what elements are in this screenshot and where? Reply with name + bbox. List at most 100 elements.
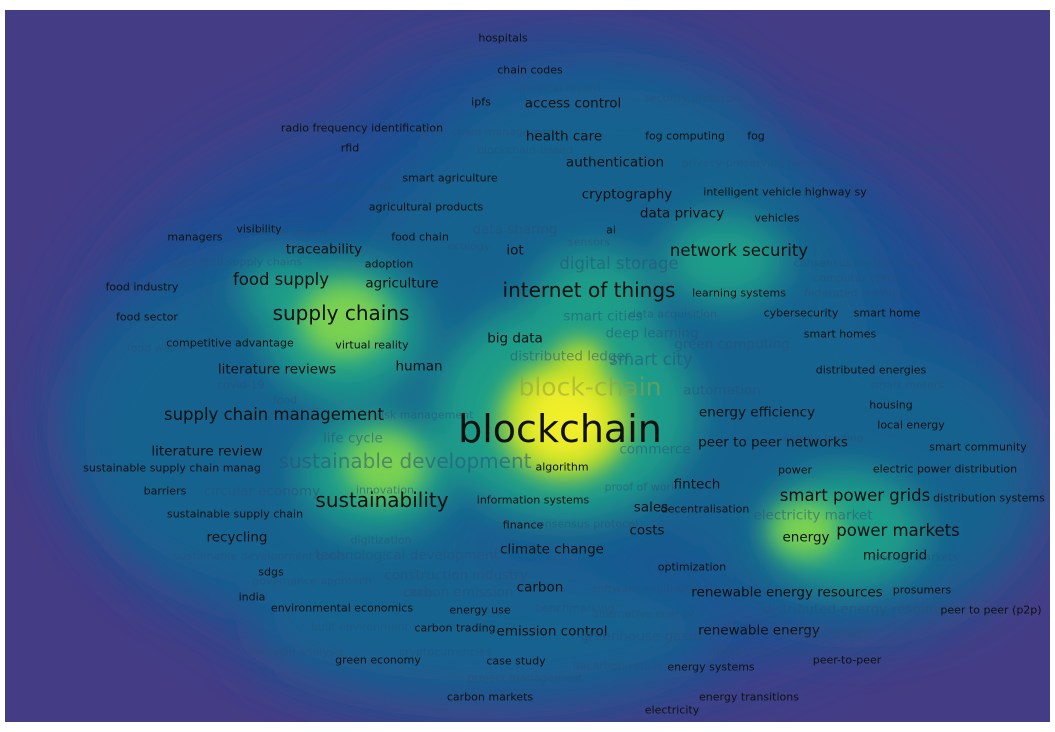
keyword-literature-review[interactable]: literature review bbox=[151, 443, 263, 460]
keyword-peer-to-peer-networks[interactable]: peer to peer networks bbox=[698, 434, 848, 451]
keyword-computer-crime[interactable]: computer crime bbox=[813, 271, 901, 285]
keyword-cities[interactable]: cities bbox=[403, 586, 433, 600]
keyword-housing[interactable]: housing bbox=[869, 398, 913, 412]
keyword-visibility[interactable]: visibility bbox=[236, 222, 282, 236]
keyword-fintech[interactable]: fintech bbox=[673, 476, 721, 493]
keyword-traceability-systems[interactable]: traceability systems bbox=[280, 180, 392, 194]
keyword-distribution-systems[interactable]: distribution systems bbox=[933, 491, 1045, 505]
keyword-supply-chain-management[interactable]: supply chain management bbox=[163, 404, 385, 424]
keyword-authentication[interactable]: authentication bbox=[565, 154, 665, 171]
keyword-carbon[interactable]: carbon bbox=[516, 579, 564, 596]
keyword-innovation[interactable]: innovation bbox=[355, 483, 415, 497]
keyword-information-systems[interactable]: information systems bbox=[476, 493, 590, 507]
keyword-decentralisation[interactable]: decentralisation bbox=[660, 502, 750, 516]
keyword-digital-storage[interactable]: digital storage bbox=[559, 253, 679, 273]
keyword-peer-to-peer-p2p[interactable]: peer to peer (p2p) bbox=[940, 603, 1042, 617]
keyword-algorithm[interactable]: algorithm bbox=[535, 460, 589, 474]
keyword-local-energy[interactable]: local energy bbox=[877, 418, 945, 432]
keyword-prosumers[interactable]: prosumers bbox=[892, 583, 952, 597]
keyword-sustainable-supply-chain-manag[interactable]: sustainable supply chain manag bbox=[83, 461, 261, 475]
keyword-literature-reviews[interactable]: literature reviews bbox=[217, 361, 337, 378]
keyword-food-chain[interactable]: food chain bbox=[391, 230, 449, 244]
keyword-data-sharing[interactable]: data sharing bbox=[472, 221, 558, 238]
keyword-radio-frequency-identification[interactable]: radio frequency identification bbox=[280, 121, 444, 135]
keyword-alternative-energy[interactable]: alternative energy bbox=[592, 607, 694, 621]
keyword-life-cycle-analysis[interactable]: life cycle analysis bbox=[246, 645, 344, 659]
keyword-cryptography[interactable]: cryptography bbox=[581, 186, 673, 203]
keyword-green-computing[interactable]: green computing bbox=[674, 336, 790, 353]
keyword-renewable-energy-resources[interactable]: renewable energy resources bbox=[691, 584, 883, 601]
keyword-governance-approach[interactable]: governance approach bbox=[252, 574, 372, 588]
keyword-carbon-emission[interactable]: carbon emission bbox=[402, 584, 514, 601]
keyword-data-acquisition[interactable]: data acquisition bbox=[629, 307, 717, 321]
keyword-project-management[interactable]: project management bbox=[467, 671, 583, 685]
keyword-sustainable-supply-chain[interactable]: sustainable supply chain bbox=[166, 507, 304, 521]
keyword-big-data[interactable]: big data bbox=[487, 330, 543, 347]
keyword-food-supply[interactable]: food supply bbox=[232, 269, 330, 289]
keyword-microgrid[interactable]: microgrid bbox=[862, 547, 928, 564]
keyword-rfid[interactable]: rfid bbox=[340, 141, 360, 155]
keyword-commerce[interactable]: commerce bbox=[619, 441, 691, 458]
keyword-barriers[interactable]: barriers bbox=[143, 484, 187, 498]
keyword-electric-power-distribution[interactable]: electric power distribution bbox=[872, 462, 1018, 476]
keyword-sales[interactable]: sales bbox=[633, 499, 669, 516]
keyword-food-industry[interactable]: food industry bbox=[105, 280, 179, 294]
keyword-smart-home[interactable]: smart home bbox=[853, 306, 921, 320]
keyword-consensus-protocol[interactable]: consensus protocol bbox=[531, 517, 639, 531]
keyword-peer-to-peer[interactable]: peer-to-peer bbox=[812, 653, 882, 667]
keyword-supply-chain-management[interactable]: supply chain management bbox=[411, 125, 559, 139]
keyword-energy[interactable]: energy bbox=[782, 529, 830, 546]
keyword-energy-trading[interactable]: energy trading bbox=[782, 431, 864, 445]
keyword-distributed-energies[interactable]: distributed energies bbox=[815, 363, 927, 377]
keyword-block-chain[interactable]: block-chain bbox=[518, 372, 662, 402]
keyword-software-engineering[interactable]: software engineering bbox=[591, 582, 709, 596]
keyword-sustainable-development-goals[interactable]: sustainable development goals bbox=[174, 549, 346, 563]
keyword-recycling[interactable]: recycling bbox=[206, 529, 268, 546]
keyword-supply-chains[interactable]: supply chains bbox=[272, 301, 410, 325]
keyword-climate-change[interactable]: climate change bbox=[500, 541, 604, 558]
keyword-case-study[interactable]: case study bbox=[486, 654, 546, 668]
keyword-smart-agriculture[interactable]: smart agriculture bbox=[402, 171, 498, 185]
keyword-green-economy[interactable]: green economy bbox=[335, 653, 421, 667]
keyword-hospitals[interactable]: hospitals bbox=[478, 31, 528, 45]
keyword-sustainability[interactable]: sustainability bbox=[315, 488, 449, 512]
keyword-adoption[interactable]: adoption bbox=[364, 257, 414, 271]
keyword-finance[interactable]: finance bbox=[502, 518, 544, 532]
keyword-deep-learning[interactable]: deep learning bbox=[605, 325, 699, 342]
keyword-vehicles[interactable]: vehicles bbox=[754, 211, 800, 225]
keyword-iot[interactable]: iot bbox=[506, 242, 524, 259]
keyword-automation[interactable]: automation bbox=[683, 382, 761, 399]
keyword-data-privacy[interactable]: data privacy bbox=[639, 205, 725, 222]
keyword-intelligent-vehicle-highway-sy[interactable]: intelligent vehicle highway sy bbox=[703, 185, 867, 199]
keyword-fog[interactable]: fog bbox=[747, 129, 765, 143]
keyword-proof-of-work[interactable]: proof of work bbox=[604, 480, 678, 494]
keyword-carbon-trading[interactable]: carbon trading bbox=[414, 621, 496, 635]
keyword-agriculture[interactable]: agriculture bbox=[365, 275, 439, 292]
keyword-india[interactable]: india bbox=[238, 590, 266, 604]
keyword-power-markets[interactable]: power markets bbox=[836, 520, 960, 540]
keyword-agricultural-products[interactable]: agricultural products bbox=[368, 200, 484, 214]
keyword-greenhouse-gases[interactable]: greenhouse gases bbox=[580, 628, 704, 645]
keyword-traceability[interactable]: traceability bbox=[285, 241, 363, 258]
keyword-blockchain[interactable]: blockchain bbox=[458, 407, 662, 451]
keyword-learning-systems[interactable]: learning systems bbox=[692, 286, 786, 300]
keyword-optimization[interactable]: optimization bbox=[657, 560, 727, 574]
keyword-agri-food-supply-chains[interactable]: agri-food supply chains bbox=[173, 255, 303, 269]
keyword-privacy-preserving-techniques[interactable]: privacy-preserving techniques bbox=[681, 156, 849, 170]
keyword-electricity[interactable]: electricity bbox=[644, 703, 700, 717]
keyword-smart-meters[interactable]: smart meters bbox=[869, 378, 945, 392]
keyword-blockchain-based[interactable]: blockchain-based bbox=[476, 143, 574, 157]
keyword-ecology[interactable]: ecology bbox=[447, 239, 491, 253]
keyword-smart-city[interactable]: smart city bbox=[609, 349, 693, 369]
keyword-ai[interactable]: ai bbox=[606, 223, 616, 237]
keyword-emission-control[interactable]: emission control bbox=[496, 623, 608, 640]
keyword-power[interactable]: power bbox=[778, 463, 812, 477]
keyword-benchmarking[interactable]: benchmarking bbox=[535, 601, 615, 615]
keyword-energy-markets[interactable]: energy markets bbox=[871, 550, 959, 564]
keyword-network-security[interactable]: network security bbox=[669, 240, 809, 260]
keyword-smart-community[interactable]: smart community bbox=[929, 440, 1027, 454]
keyword-covid-19[interactable]: covid-19 bbox=[217, 378, 265, 392]
keyword-energy-efficiency[interactable]: energy efficiency bbox=[698, 404, 816, 421]
keyword-food-sector[interactable]: food sector bbox=[116, 310, 178, 324]
keyword-renewable-energy[interactable]: renewable energy bbox=[698, 622, 820, 639]
